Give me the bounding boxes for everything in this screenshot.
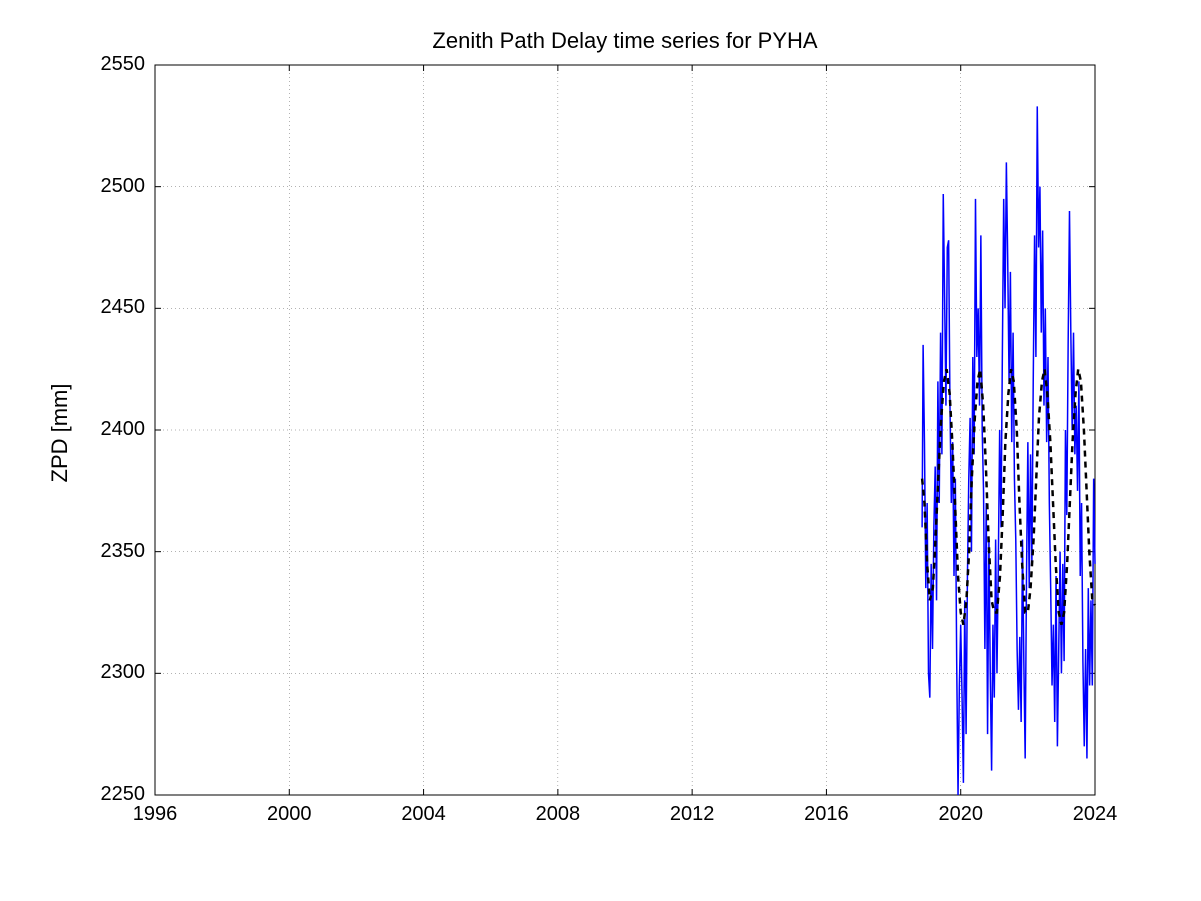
y-tick-label: 2400 <box>80 418 145 441</box>
y-tick-label: 2500 <box>80 175 145 198</box>
x-tick-label: 2012 <box>662 803 722 826</box>
x-tick-label: 1996 <box>125 803 185 826</box>
plot-area <box>155 65 1097 797</box>
x-tick-label: 2000 <box>259 803 319 826</box>
chart-title: Zenith Path Delay time series for PYHA <box>155 28 1095 54</box>
y-tick-label: 2550 <box>80 53 145 76</box>
chart-container: Zenith Path Delay time series for PYHA Z… <box>0 0 1201 901</box>
y-tick-label: 2450 <box>80 296 145 319</box>
x-tick-label: 2020 <box>931 803 991 826</box>
x-tick-label: 2004 <box>394 803 454 826</box>
x-tick-label: 2024 <box>1065 803 1125 826</box>
x-tick-label: 2008 <box>528 803 588 826</box>
y-tick-label: 2250 <box>80 783 145 806</box>
series-smoothed <box>922 369 1095 624</box>
x-tick-label: 2016 <box>796 803 856 826</box>
y-axis-label: ZPD [mm] <box>47 353 73 513</box>
y-tick-label: 2350 <box>80 540 145 563</box>
series-raw <box>922 106 1095 795</box>
y-tick-label: 2300 <box>80 661 145 684</box>
